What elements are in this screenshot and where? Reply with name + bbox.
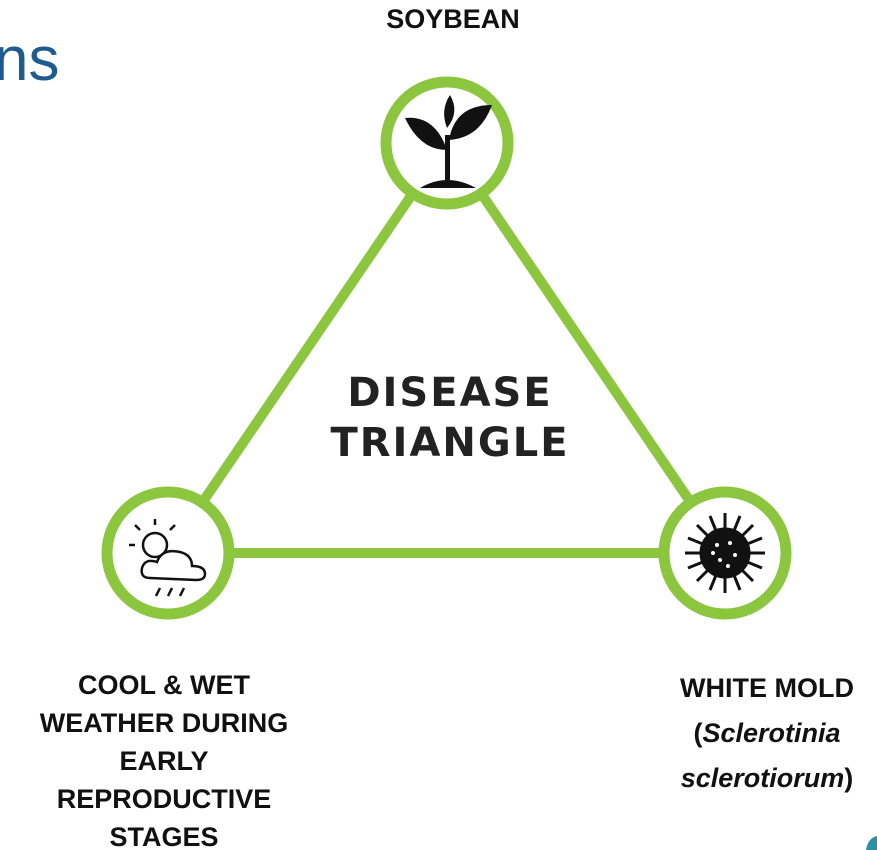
weather-icon [129,519,207,597]
title-fragment: ns [0,25,59,94]
center-label: DISEASE [347,370,552,416]
label-part: WHITE MOLD [680,673,854,703]
node-label: sclerotiorum) [681,763,854,793]
corner-mark [866,836,877,850]
node-label: EARLY [119,746,208,776]
label-part: sclerotiorum [681,763,845,793]
node-label: REPRODUCTIVE [57,784,272,814]
edge [163,140,452,556]
node-label: (Sclerotinia [693,718,840,748]
label-part: ( [693,718,702,748]
node-label: WHITE MOLD [680,673,854,703]
center-label: TRIANGLE [330,420,569,466]
node-label: COOL & WET [78,670,251,700]
label-part: Sclerotinia [702,718,840,748]
edge [442,140,730,556]
plant-icon [405,95,492,188]
mold-icon [685,513,765,593]
label-part: ) [844,763,853,793]
node-label: SOYBEAN [386,4,520,34]
node-label: WEATHER DURING [40,708,288,738]
node-label: STAGES [109,822,218,850]
